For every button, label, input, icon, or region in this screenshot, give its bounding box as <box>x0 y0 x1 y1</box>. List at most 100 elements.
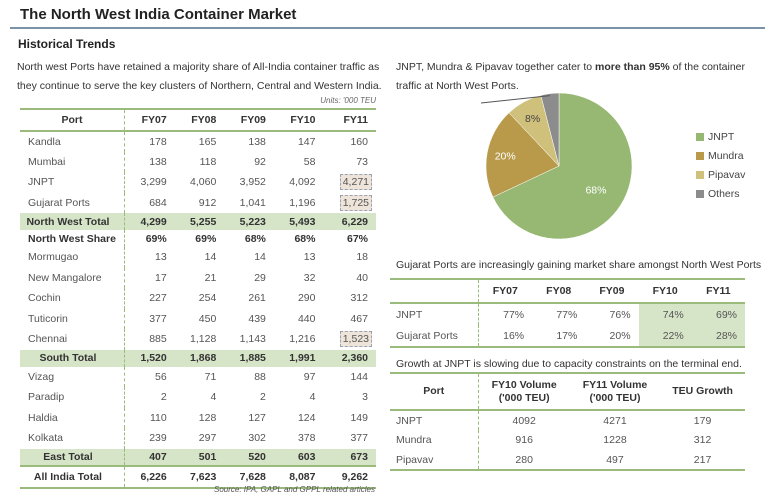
table-cell: 467 <box>350 312 368 325</box>
table-cell: 440 <box>297 312 316 325</box>
table-row: Vizag 56 71 88 97 144 <box>20 366 376 387</box>
port-name: East Total <box>20 448 125 466</box>
header-line: ('000 TEU) <box>498 391 550 404</box>
right-paragraph: JNPT, Mundra & Pipavav together cater to… <box>396 58 766 96</box>
column-header: FY10 Volume ('000 TEU) <box>478 373 570 411</box>
pie-data-label: 68% <box>585 184 606 196</box>
port-name: South Total <box>20 349 125 367</box>
table-cell: 239 <box>149 432 167 445</box>
table-cell: 4,299 <box>124 213 175 230</box>
pie-data-label: 8% <box>525 113 540 125</box>
table-cell: 673 <box>323 448 376 466</box>
table-cell: 3,952 <box>239 176 266 189</box>
table-row: Haldia 110 128 127 124 149 <box>20 407 376 428</box>
table-cell: 165 <box>198 135 217 148</box>
table-cell: 1,041 <box>239 196 266 209</box>
table-cell: 92 <box>254 155 266 168</box>
legend-item: JNPT <box>696 127 745 146</box>
highlighted-value: 4,271 <box>339 174 372 191</box>
table-cell: 5,255 <box>174 213 225 230</box>
table-cell: 32 <box>303 271 316 284</box>
table-cell: 290 <box>297 292 316 305</box>
table-cell: 1,216 <box>289 333 316 346</box>
source-note: Source: IPA, GAPL and GPPL related artic… <box>214 485 375 494</box>
table-cell: 110 <box>149 411 167 424</box>
table-cell: 302 <box>248 432 266 445</box>
table-cell: 7,623 <box>174 464 225 488</box>
table-row: Paradip 2 4 2 4 3 <box>20 387 376 408</box>
table-cell: 4 <box>309 391 316 404</box>
table-cell: 69% <box>691 303 745 325</box>
column-header: Port <box>20 109 125 132</box>
table-cell: 4092 <box>512 414 536 427</box>
header-line: Port <box>423 385 445 397</box>
table-cell: 280 <box>515 453 533 466</box>
table-cell: 4,060 <box>190 176 217 189</box>
pie-chart: 68% 20% 8% <box>480 92 633 240</box>
share-table: FY07 FY08 FY09 FY10 FY11 JNPT 77% 77% 76% 74% 69% G… <box>390 278 745 348</box>
table-cell: 501 <box>174 448 225 466</box>
table-row: Mormugao 13 14 14 13 18 <box>20 247 376 268</box>
table-cell: 69% <box>195 232 217 245</box>
table-cell: 178 <box>149 135 167 148</box>
header-line: ('000 TEU) <box>589 391 641 404</box>
legend-swatch <box>696 151 704 160</box>
table-cell: 4,271 <box>323 172 376 193</box>
table-row: Kandla 178 165 138 147 160 <box>20 131 376 152</box>
table-cell: 71 <box>204 370 217 383</box>
table-row: Pipavav 280 497 217 <box>390 450 745 470</box>
table-cell: 1,196 <box>289 196 316 209</box>
legend-swatch <box>696 170 704 179</box>
table-cell: 22% <box>638 325 692 347</box>
table-cell: 29 <box>254 271 266 284</box>
table-cell: 1,143 <box>239 333 266 346</box>
table-cell: 160 <box>350 135 368 148</box>
chart-legend: JNPT Mundra Pipavav Others <box>696 127 745 203</box>
port-name: All India Total <box>20 464 125 488</box>
table-row: JNPT 77% 77% 76% 74% 69% <box>390 303 745 325</box>
column-header: FY07 <box>478 279 533 304</box>
column-header: FY09 <box>585 279 639 304</box>
table-cell: 1,885 <box>224 349 274 367</box>
table-cell: 312 <box>350 292 368 305</box>
column-header: FY10 <box>638 279 692 304</box>
column-header: FY07 <box>124 109 175 132</box>
pie-slice-others <box>540 92 560 167</box>
table-cell: 377 <box>350 432 368 445</box>
table-cell: 74% <box>638 303 692 325</box>
table-cell: 2 <box>160 391 167 404</box>
legend-label: JNPT <box>708 130 735 143</box>
table-cell: 377 <box>149 312 167 325</box>
table-cell: 9,262 <box>323 464 376 488</box>
table-cell: 407 <box>124 448 175 466</box>
table-cell: 1,868 <box>174 349 225 367</box>
table-cell: JNPT <box>390 410 479 430</box>
table-cell: 16% <box>503 329 525 342</box>
table-cell: 6,229 <box>323 213 376 230</box>
table-row: South Total 1,520 1,868 1,885 1,991 2,360 <box>20 349 376 367</box>
port-name: Chennai <box>20 329 125 350</box>
port-name: Kolkata <box>20 428 125 449</box>
table-cell: 912 <box>198 196 217 209</box>
table-cell: 6,226 <box>124 464 175 488</box>
table-cell: 297 <box>198 432 217 445</box>
column-header: Port <box>390 373 479 411</box>
share-table-caption: Gujarat Ports are increasingly gaining m… <box>396 259 762 271</box>
port-name: JNPT <box>20 172 125 193</box>
port-name: Paradip <box>20 387 125 408</box>
table-cell: 439 <box>248 312 266 325</box>
port-name: Kandla <box>20 131 125 152</box>
units-note: Units: '000 TEU <box>320 96 376 105</box>
table-row: North West Share 69% 69% 68% 68% 67% <box>20 230 376 247</box>
table-row: JNPT 3,299 4,060 3,952 4,092 4,271 <box>20 172 376 193</box>
table-row: East Total 407 501 520 603 673 <box>20 448 376 466</box>
table-cell: 14 <box>254 251 266 264</box>
legend-item: Mundra <box>696 146 745 165</box>
table-cell: JNPT <box>390 303 479 325</box>
port-name: Mormugao <box>20 247 125 268</box>
table-row: Mumbai 138 118 92 58 73 <box>20 151 376 172</box>
legend-item: Others <box>696 184 745 203</box>
table-cell: 179 <box>693 414 712 427</box>
port-name: North West Share <box>20 230 125 247</box>
table-cell: 88 <box>254 370 266 383</box>
